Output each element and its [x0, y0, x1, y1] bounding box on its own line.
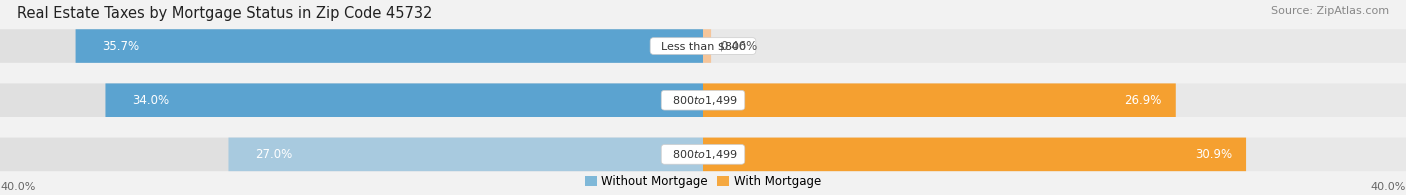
- Text: $800 to $1,499: $800 to $1,499: [665, 94, 741, 107]
- FancyBboxPatch shape: [703, 83, 1406, 117]
- FancyBboxPatch shape: [105, 83, 703, 117]
- Text: 0.46%: 0.46%: [720, 40, 756, 52]
- Text: 26.9%: 26.9%: [1125, 94, 1161, 107]
- Legend: Without Mortgage, With Mortgage: Without Mortgage, With Mortgage: [581, 171, 825, 193]
- Text: 30.9%: 30.9%: [1195, 148, 1232, 161]
- Text: Source: ZipAtlas.com: Source: ZipAtlas.com: [1271, 6, 1389, 16]
- Text: $800 to $1,499: $800 to $1,499: [665, 148, 741, 161]
- Text: 40.0%: 40.0%: [0, 182, 35, 192]
- Text: 27.0%: 27.0%: [254, 148, 292, 161]
- FancyBboxPatch shape: [703, 29, 711, 63]
- FancyBboxPatch shape: [0, 29, 703, 63]
- FancyBboxPatch shape: [229, 138, 703, 171]
- FancyBboxPatch shape: [0, 138, 703, 171]
- FancyBboxPatch shape: [703, 29, 1406, 63]
- FancyBboxPatch shape: [76, 29, 703, 63]
- Text: 40.0%: 40.0%: [1371, 182, 1406, 192]
- FancyBboxPatch shape: [0, 83, 703, 117]
- FancyBboxPatch shape: [703, 138, 1246, 171]
- FancyBboxPatch shape: [703, 138, 1406, 171]
- FancyBboxPatch shape: [703, 83, 1175, 117]
- Text: Less than $800: Less than $800: [654, 41, 752, 51]
- Text: 35.7%: 35.7%: [101, 40, 139, 52]
- Text: 34.0%: 34.0%: [132, 94, 169, 107]
- Text: Real Estate Taxes by Mortgage Status in Zip Code 45732: Real Estate Taxes by Mortgage Status in …: [17, 6, 432, 21]
